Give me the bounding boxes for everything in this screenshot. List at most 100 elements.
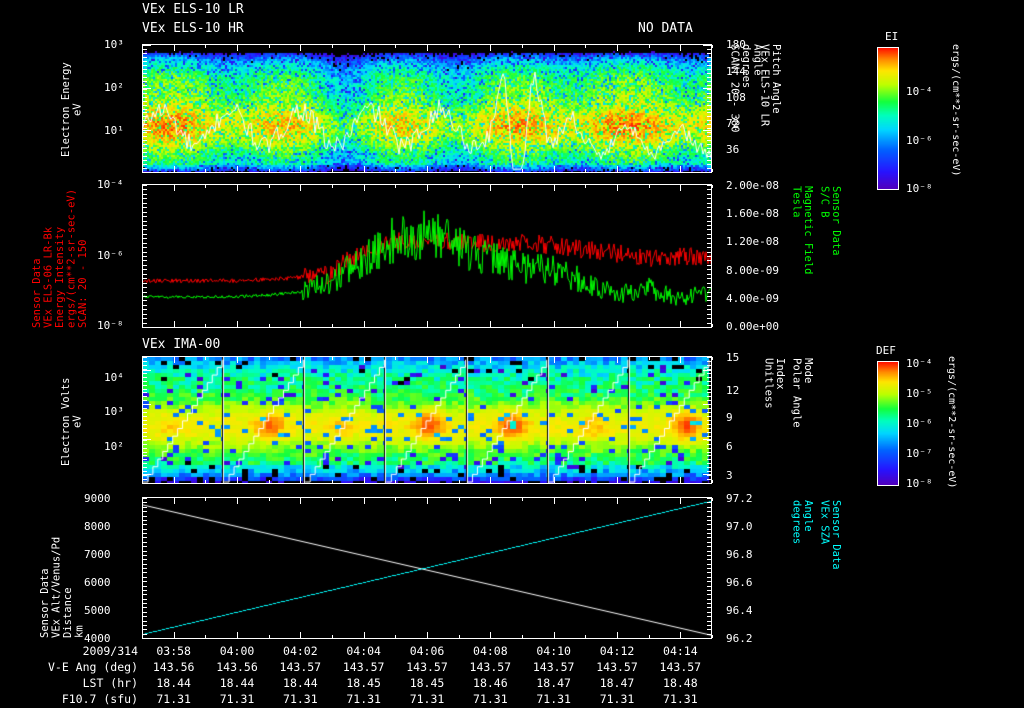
xtick-major-bot-p3-4 [427,477,428,483]
ytick-right-p2-13 [707,243,711,244]
ytick-left-p2-0 [143,185,147,186]
xtick-minor-p4-1 [205,498,206,501]
ytick-left-p4-6 [143,524,147,525]
panel2-ytick-2: 10⁻⁸ [97,319,124,332]
panel1-rtick-3: 72 [726,117,740,130]
ytick-left-p1-16 [143,109,147,110]
ytick-right-p3-4 [707,373,711,374]
xtick-minor-p1-9 [712,45,713,48]
bottom-time-7: 04:12 [599,644,635,658]
xtick-major-p2-3 [364,185,365,191]
xtick-major-bot-p4-6 [554,632,555,638]
ytick-left-p1-10 [143,85,147,86]
ytick-major-left-1-0 [143,370,151,371]
xtick-minor-p2-7 [585,185,586,188]
ytick-left-p1-17 [143,112,147,113]
xtick-major-p2-0 [174,185,175,191]
ytick-left-p2-28 [143,309,147,310]
ytick-left-p1-5 [143,65,147,66]
ytick-left-p2-24 [143,292,147,293]
bottom-time-3: 04:04 [346,644,381,658]
colorbar-def-tick-0: 10⁻⁴ [906,357,933,370]
panel1-right-axis-name: Pitch Angle VEx ELS-10 LR [758,44,783,127]
ytick-right-p2-2 [707,194,711,195]
xtick-major-p4-8 [680,498,681,504]
xtick-major-bot-p1-7 [617,166,618,172]
ytick-right-p3-2 [707,365,711,366]
xtick-minor-bot-p4-5 [459,635,460,638]
panel2-rtick-2: 1.20e-08 [726,235,779,248]
xtick-major-p3-6 [554,357,555,363]
xtick-minor-bot-p3-1 [205,480,206,483]
xtick-minor-bot-p4-6 [522,635,523,638]
ytick-right-p4-25 [707,607,711,608]
ytick-left-p4-32 [143,638,147,639]
xtick-major-bot-p4-2 [300,632,301,638]
ytick-right-p3-0 [707,357,711,358]
ytick-left-p3-28 [143,467,147,468]
bottom-time-4: 04:06 [409,644,445,658]
panel2-right-axis-name: Sensor Data S/C B [818,186,843,256]
ytick-left-p1-29 [143,160,147,161]
xtick-minor-p2-1 [205,185,206,188]
bottom-lst-3: 18.45 [346,676,381,690]
ytick-right-p3-29 [707,471,711,472]
xtick-major-p3-3 [364,357,365,363]
panel3-rtick-0: 15 [726,351,740,364]
xtick-minor-bot-p4-8 [649,635,650,638]
panel1-ytick-1: 10² [104,81,124,94]
ytick-left-p4-28 [143,621,147,622]
ytick-left-p3-26 [143,459,147,460]
ytick-left-p4-12 [143,551,147,552]
ytick-right-p4-23 [707,599,711,600]
ytick-right-p2-9 [707,225,711,226]
ytick-left-p4-2 [143,507,147,508]
panel1-plot-area[interactable] [142,44,712,173]
panel3-right-axis-sub: Index Unitless [762,358,787,409]
bottom-lst-7: 18.47 [599,676,635,690]
ytick-right-p3-5 [707,377,711,378]
ytick-left-p4-5 [143,520,147,521]
bottom-f107-7: 71.31 [599,692,635,706]
xtick-minor-p2-5 [459,185,460,188]
panel1-right-axis-sub: Angle degrees SCAN: 20 - 300 [728,44,764,133]
ytick-left-p1-25 [143,144,147,145]
xtick-minor-p3-7 [585,357,586,360]
bottom-f107-8: 71.31 [663,692,698,706]
bottom-row-label-lst: LST (hr) [82,676,138,690]
xtick-major-bot-p4-8 [680,632,681,638]
panel3-ytick-2: 10² [104,440,124,453]
panel3-rtick-3: 6 [726,440,733,453]
panel2-rtick-1: 1.60e-08 [726,207,779,220]
ytick-right-p2-12 [707,238,711,239]
panel4-ytick-3: 6000 [84,576,111,589]
colorbar-ei-unit: ergs/(cm**2-sr-sec-eV) [950,44,961,177]
panel2-rtick-3: 8.00e-09 [726,264,779,277]
ytick-major-right-1-2 [703,439,711,440]
ytick-right-p2-1 [707,189,711,190]
ytick-left-p1-6 [143,69,147,70]
xtick-major-p1-5 [490,45,491,51]
xtick-major-p3-1 [237,357,238,363]
panel3-plot-area[interactable] [142,356,712,484]
ytick-left-p2-11 [143,234,147,235]
panel2-plot-area[interactable] [142,184,712,328]
xtick-minor-bot-p3-7 [585,480,586,483]
ytick-left-p3-18 [143,428,147,429]
ytick-right-p4-31 [707,634,711,635]
ytick-left-p3-2 [143,365,147,366]
panel4-rtick-4: 96.4 [726,604,753,617]
xtick-major-p2-2 [300,185,301,191]
panel4-plot-area[interactable] [142,497,712,639]
ytick-right-p3-1 [707,361,711,362]
ytick-left-p1-27 [143,152,147,153]
ytick-right-p4-8 [707,533,711,534]
xtick-minor-bot-p2-3 [332,324,333,327]
xtick-minor-p3-1 [205,357,206,360]
xtick-major-p2-8 [680,185,681,191]
xtick-major-p4-0 [174,498,175,504]
colorbar-def-tick-2: 10⁻⁶ [906,417,933,430]
xtick-minor-p1-7 [585,45,586,48]
ytick-right-p1-31 [707,168,711,169]
ytick-right-p4-7 [707,529,711,530]
